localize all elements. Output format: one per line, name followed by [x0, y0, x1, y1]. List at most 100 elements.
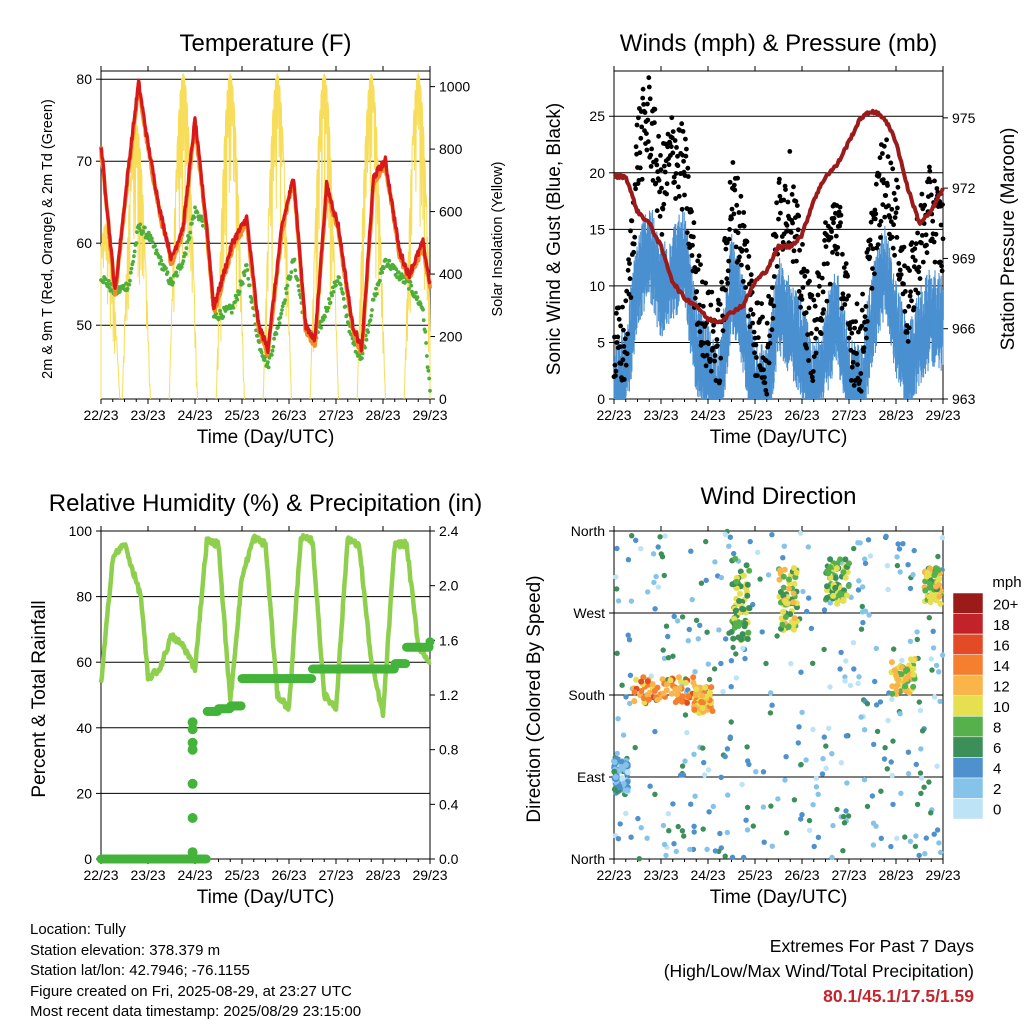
- dewpoint-point: [188, 230, 193, 235]
- dewpoint-point: [183, 252, 188, 256]
- x-tick-label: 26/23: [271, 867, 306, 883]
- dewpoint-point: [218, 308, 223, 313]
- dewpoint-point: [165, 270, 170, 275]
- wind-direction-point: [740, 606, 747, 613]
- wind-direction-point: [644, 678, 651, 685]
- gust-point: [909, 240, 915, 246]
- dewpoint-point: [278, 315, 283, 320]
- gust-point: [773, 234, 779, 239]
- wind-direction-point: [796, 724, 802, 730]
- wind-direction-point: [851, 545, 857, 552]
- dewpoint-point: [267, 355, 272, 360]
- gust-point: [624, 351, 630, 357]
- gust-point: [804, 269, 810, 274]
- wind-direction-point: [620, 732, 627, 738]
- direction-tick-label: West: [573, 605, 605, 621]
- dewpoint-point: [106, 282, 110, 287]
- dewpoint-point: [150, 240, 155, 244]
- wind-direction-point: [922, 851, 928, 857]
- dewpoint-point: [242, 273, 247, 278]
- gust-point: [743, 285, 748, 290]
- recent-data-text: Most recent data timestamp: 2025/08/29 2…: [30, 1003, 362, 1020]
- wind-direction-point: [842, 674, 848, 680]
- gust-point: [626, 257, 631, 262]
- wind-direction-point: [840, 813, 847, 820]
- dewpoint-point: [192, 215, 197, 220]
- dewpoint-point: [244, 263, 249, 267]
- dewpoint-point: [159, 258, 164, 263]
- colorbar-swatch: [952, 757, 984, 779]
- rainfall-point: [187, 813, 198, 823]
- gust-point: [720, 328, 726, 334]
- wind-direction-point: [740, 572, 747, 579]
- gust-point: [659, 185, 664, 191]
- gust-point: [840, 291, 846, 297]
- wind-direction-point: [619, 682, 625, 688]
- wind-direction-point: [830, 592, 837, 599]
- wind-direction-point: [850, 640, 857, 646]
- gust-point: [797, 247, 802, 253]
- wind-direction-point: [884, 766, 890, 772]
- wind-direction-point: [712, 559, 718, 565]
- wind-direction-point: [930, 645, 937, 651]
- gust-point: [750, 320, 755, 326]
- gust-point: [777, 193, 783, 199]
- temp-left-tick-label: 50: [76, 317, 92, 333]
- wind-direction-point: [864, 701, 871, 707]
- gust-point: [656, 177, 662, 183]
- wind-direction-point: [737, 590, 743, 597]
- gust-point: [852, 325, 857, 331]
- dewpoint-point: [233, 300, 237, 304]
- wind-direction-point: [935, 553, 941, 560]
- dewpoint-point: [367, 323, 371, 327]
- dewpoint-point: [127, 282, 132, 287]
- wind-direction-point: [891, 667, 898, 674]
- wind-direction-point: [732, 555, 739, 562]
- relative-humidity-series: [98, 532, 432, 719]
- rainfall-point: [201, 854, 211, 864]
- gust-point: [890, 245, 896, 251]
- wind-direction-point: [689, 596, 695, 603]
- gust-point: [907, 268, 912, 273]
- dewpoint-point: [269, 353, 274, 357]
- wind-direction-point: [730, 635, 737, 642]
- gust-point: [708, 357, 713, 362]
- gust-point: [829, 229, 834, 235]
- gust-point: [621, 327, 626, 333]
- dewpoint-point: [132, 254, 136, 259]
- dewpoint-point: [280, 304, 285, 309]
- gust-point: [771, 274, 777, 279]
- wind-direction-point: [681, 833, 687, 839]
- wind-direction-point: [926, 615, 932, 621]
- wind-direction-point: [844, 780, 850, 786]
- gust-point: [696, 253, 702, 259]
- wind-direction-point: [795, 740, 801, 746]
- gust-point: [794, 203, 800, 209]
- gust-point: [859, 307, 865, 313]
- gust-point: [883, 193, 889, 198]
- gust-point: [769, 327, 775, 333]
- dewpoint-point: [319, 325, 323, 330]
- gust-point: [642, 110, 648, 115]
- wind-direction-point: [889, 696, 895, 702]
- wind-direction-point: [623, 810, 629, 817]
- wind-direction-point: [806, 817, 813, 824]
- wind-direction-point: [652, 791, 658, 797]
- gust-point: [912, 258, 918, 263]
- gust-point: [819, 318, 825, 323]
- wind-direction-point: [697, 622, 703, 628]
- dewpoint-point: [262, 358, 267, 362]
- wind-direction-point: [855, 680, 861, 687]
- gust-point: [858, 388, 864, 394]
- wind-direction-point: [774, 633, 780, 639]
- gust-point: [838, 212, 844, 218]
- wind-direction-point: [655, 544, 661, 550]
- gust-point: [672, 179, 677, 185]
- wind-direction-point: [624, 787, 631, 794]
- dewpoint-point: [335, 279, 340, 283]
- gust-point: [906, 304, 912, 309]
- wind-direction-point: [939, 652, 946, 658]
- gust-point: [861, 349, 866, 354]
- wind-direction-point: [710, 803, 716, 810]
- gust-point: [615, 334, 621, 340]
